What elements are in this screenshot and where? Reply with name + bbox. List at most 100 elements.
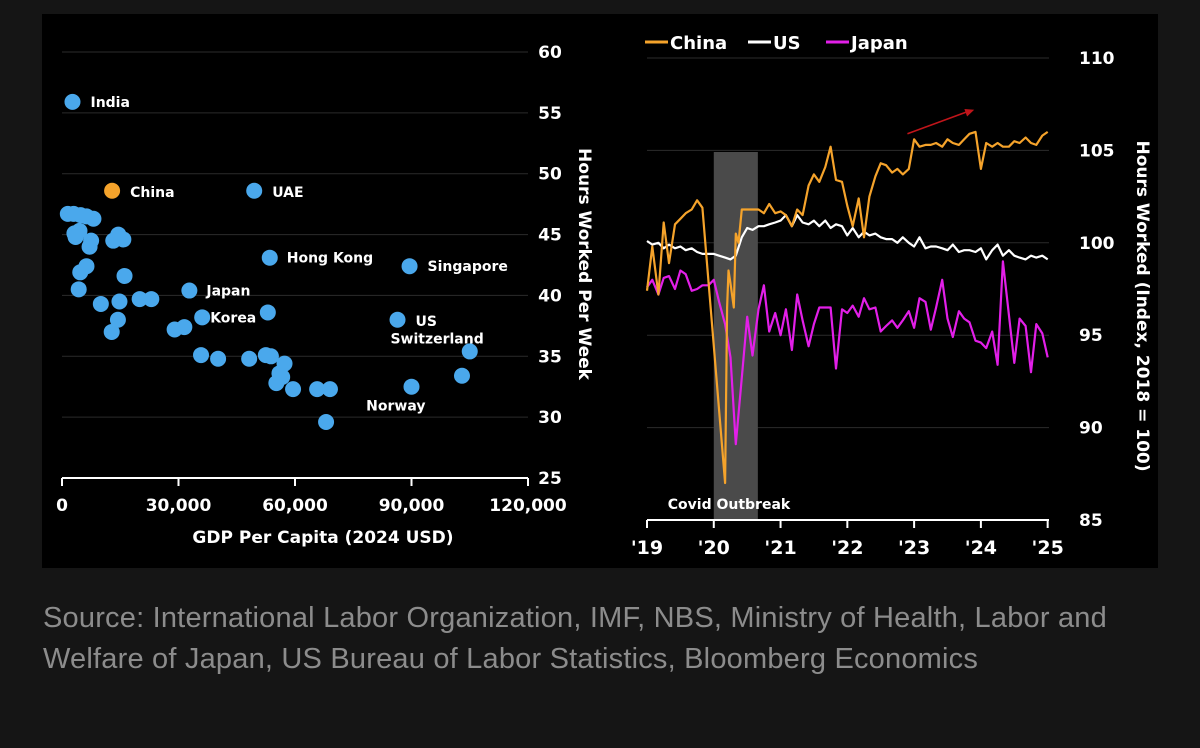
legend-label-china: China (670, 33, 727, 54)
legend-label-us: US (773, 33, 801, 54)
scatter-point (309, 381, 326, 398)
scatter-gridlines (62, 51, 528, 418)
line-y-tick-label: 110 (1079, 49, 1115, 69)
scatter-point-hong-kong (261, 249, 278, 266)
trend-arrow-head (964, 109, 975, 117)
covid-shaded-region (713, 152, 758, 520)
series-line-japan (646, 260, 1049, 446)
scatter-tick-labels: 25 30 35 40 45 50 55 60 0 30,000 60,000 90,000 120,0… (56, 43, 567, 516)
line-y-tick-label: 85 (1079, 511, 1103, 531)
scatter-point-china (104, 182, 121, 199)
scatter-x-tick-label: 0 (56, 496, 68, 516)
scatter-point-singapore (401, 258, 418, 275)
scatter-point (70, 281, 87, 298)
scatter-point (176, 319, 193, 336)
line-series (645, 130, 1049, 485)
covid-shade-rect (713, 152, 758, 520)
scatter-x-tick-label: 30,000 (146, 496, 212, 516)
line-y-tick-label: 105 (1079, 141, 1115, 161)
scatter-point (285, 381, 302, 398)
scatter-point-switzerland (461, 343, 478, 360)
scatter-point (109, 311, 126, 328)
scatter-point-us (389, 311, 406, 328)
line-x-tick-label: '21 (764, 537, 796, 559)
scatter-x-tick-label: 90,000 (379, 496, 445, 516)
covid-outbreak-label: Covid Outbreak (668, 497, 791, 513)
line-y-axis-title: Hours Worked (Index, 2018 = 100) (1132, 141, 1152, 472)
chart-legend: China US Japan (645, 33, 908, 54)
scatter-label-switzerland: Switzerland (390, 331, 483, 347)
scatter-axes (61, 477, 529, 486)
scatter-label-uae: UAE (272, 185, 303, 201)
line-x-tick-label: '23 (898, 537, 930, 559)
scatter-point (111, 293, 128, 310)
scatter-point (72, 264, 89, 281)
scatter-y-tick-label: 55 (538, 104, 562, 124)
trend-arrow (907, 109, 975, 135)
trend-arrow-shaft (907, 110, 969, 135)
scatter-point (321, 381, 338, 398)
hours-index-line-chart: 85 90 95 100 105 110 '19 '20 '21 '22 '23 '24 '25 Chi… (631, 33, 1152, 559)
scatter-point (81, 238, 98, 255)
scatter-point (241, 350, 258, 367)
scatter-point (453, 367, 470, 384)
scatter-point (71, 222, 88, 239)
gdp-vs-hours-scatter: 25 30 35 40 45 50 55 60 0 30,000 60,000 90,000 120,0… (56, 43, 594, 548)
line-axes (646, 519, 1049, 528)
scatter-point (193, 347, 210, 364)
line-x-tick-label: '25 (1032, 537, 1064, 559)
scatter-point-japan (181, 282, 198, 299)
scatter-label-us: US (416, 314, 437, 330)
scatter-x-axis-title: GDP Per Capita (2024 USD) (192, 528, 453, 548)
chart-panel (42, 14, 1158, 568)
scatter-label-japan: Japan (205, 284, 250, 300)
scatter-point-uae (246, 182, 263, 199)
scatter-y-tick-label: 40 (538, 286, 562, 306)
scatter-points (59, 93, 478, 431)
scatter-point (262, 348, 279, 365)
scatter-y-tick-label: 50 (538, 165, 562, 185)
legend-label-japan: Japan (849, 33, 908, 54)
scatter-x-tick-label: 120,000 (489, 496, 567, 516)
legend-entry-japan: Japan (826, 33, 908, 54)
scatter-point (210, 350, 227, 367)
scatter-point (115, 231, 132, 248)
scatter-label-india: India (90, 95, 129, 111)
scatter-point (103, 323, 120, 340)
scatter-point-norway (403, 378, 420, 395)
line-x-tick-label: '22 (831, 537, 863, 559)
scatter-point-india (64, 93, 81, 110)
line-y-tick-label: 100 (1079, 234, 1115, 254)
scatter-label-norway: Norway (366, 399, 425, 415)
series-line-us (646, 214, 1049, 261)
scatter-y-tick-label: 60 (538, 43, 562, 63)
scatter-y-axis-title: Hours Worked Per Week (574, 148, 594, 381)
line-y-tick-label: 95 (1079, 326, 1103, 346)
scatter-label-korea: Korea (210, 310, 256, 326)
scatter-point (92, 295, 109, 312)
scatter-point (131, 291, 148, 308)
scatter-x-tick-label: 60,000 (262, 496, 328, 516)
scatter-point (259, 304, 276, 321)
source-note: Source: International Labor Organization… (43, 602, 1107, 675)
line-gridlines (647, 57, 1049, 429)
scatter-point (116, 267, 133, 284)
series-line-china (645, 130, 1049, 485)
line-x-tick-label: '24 (965, 537, 997, 559)
scatter-y-tick-label: 45 (538, 226, 562, 246)
scatter-label-hong-kong: Hong Kong (287, 251, 373, 267)
scatter-point (274, 368, 291, 385)
line-x-tick-label: '19 (631, 537, 663, 559)
scatter-y-tick-label: 25 (538, 469, 562, 489)
scatter-label-china: China (130, 185, 174, 201)
line-y-tick-label: 90 (1079, 419, 1103, 439)
scatter-point-labels: India China UAE Hong Kong Singapore Japan Kore… (90, 95, 507, 415)
scatter-point (85, 210, 102, 227)
scatter-point-korea (194, 309, 211, 326)
scatter-y-tick-label: 30 (538, 408, 562, 428)
line-tick-labels: 85 90 95 100 105 110 '19 '20 '21 '22 '23 '24 '25 (631, 49, 1115, 559)
scatter-point (318, 414, 335, 431)
line-x-tick-label: '20 (698, 537, 730, 559)
scatter-point (143, 291, 160, 308)
scatter-y-tick-label: 35 (538, 347, 562, 367)
